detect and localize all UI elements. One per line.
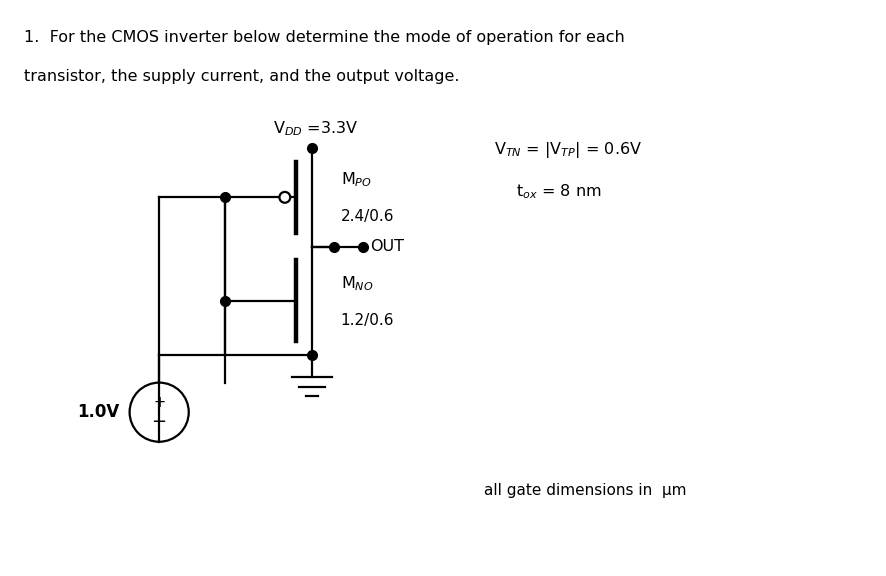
Text: 2.4/0.6: 2.4/0.6 [340, 209, 393, 224]
Text: OUT: OUT [369, 239, 404, 254]
Text: 1.0V: 1.0V [77, 403, 120, 421]
Text: +: + [153, 395, 165, 410]
Text: 1.  For the CMOS inverter below determine the mode of operation for each: 1. For the CMOS inverter below determine… [24, 30, 625, 45]
Text: V$_{TN}$ = |V$_{TP}$| = 0.6V: V$_{TN}$ = |V$_{TP}$| = 0.6V [494, 140, 641, 160]
Text: −: − [152, 413, 167, 431]
Text: t$_{ox}$ = 8 nm: t$_{ox}$ = 8 nm [516, 183, 601, 201]
Text: M$_{NO}$: M$_{NO}$ [340, 274, 373, 293]
Text: 1.2/0.6: 1.2/0.6 [340, 313, 393, 328]
Text: M$_{PO}$: M$_{PO}$ [340, 170, 371, 190]
Text: V$_{DD}$ =3.3V: V$_{DD}$ =3.3V [272, 119, 357, 138]
Text: all gate dimensions in  μm: all gate dimensions in μm [484, 483, 686, 498]
Text: transistor, the supply current, and the output voltage.: transistor, the supply current, and the … [24, 69, 459, 84]
